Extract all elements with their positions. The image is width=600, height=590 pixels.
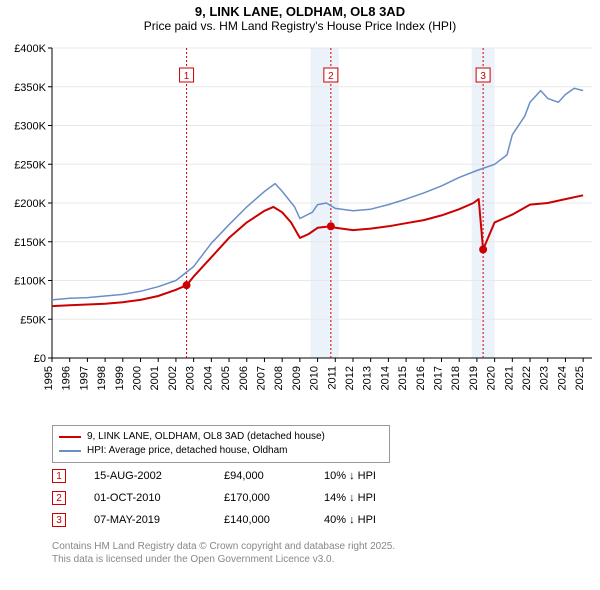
title-line1: 9, LINK LANE, OLDHAM, OL8 3AD <box>0 4 600 19</box>
title-line2: Price paid vs. HM Land Registry's House … <box>0 19 600 33</box>
svg-text:2: 2 <box>328 71 334 82</box>
svg-text:£50K: £50K <box>20 314 46 326</box>
svg-text:1996: 1996 <box>61 366 73 390</box>
svg-text:2012: 2012 <box>344 366 356 390</box>
svg-text:2005: 2005 <box>220 366 232 390</box>
legend-swatch <box>59 436 81 438</box>
svg-text:3: 3 <box>480 71 486 82</box>
event-price: £170,000 <box>224 492 324 504</box>
attribution: Contains HM Land Registry data © Crown c… <box>52 540 395 566</box>
svg-text:2022: 2022 <box>521 366 533 390</box>
event-pct: 10% ↓ HPI <box>324 470 424 482</box>
svg-text:1999: 1999 <box>114 366 126 390</box>
svg-text:£100K: £100K <box>14 276 46 288</box>
chart: £0 £50K £100K £150K £200K £250K £300K £350K £400… <box>0 40 600 420</box>
chart-title: 9, LINK LANE, OLDHAM, OL8 3AD Price paid… <box>0 0 600 33</box>
events-table: 1 15-AUG-2002 £94,000 10% ↓ HPI 2 01-OCT… <box>52 465 424 531</box>
attribution-line2: This data is licensed under the Open Gov… <box>52 553 395 566</box>
event-date: 07-MAY-2019 <box>94 514 224 526</box>
event-pct: 40% ↓ HPI <box>324 514 424 526</box>
event-price: £140,000 <box>224 514 324 526</box>
svg-text:2024: 2024 <box>556 366 568 390</box>
legend: 9, LINK LANE, OLDHAM, OL8 3AD (detached … <box>52 425 390 463</box>
svg-text:£400K: £400K <box>14 43 46 55</box>
svg-text:2016: 2016 <box>415 366 427 390</box>
svg-text:2020: 2020 <box>486 366 498 390</box>
svg-text:2006: 2006 <box>238 366 250 390</box>
svg-text:2023: 2023 <box>539 366 551 390</box>
svg-text:2007: 2007 <box>255 366 267 390</box>
svg-text:2013: 2013 <box>362 366 374 390</box>
event-date: 15-AUG-2002 <box>94 470 224 482</box>
attribution-line1: Contains HM Land Registry data © Crown c… <box>52 540 395 553</box>
svg-text:£300K: £300K <box>14 121 46 133</box>
table-row: 2 01-OCT-2010 £170,000 14% ↓ HPI <box>52 487 424 509</box>
svg-text:2003: 2003 <box>185 366 197 390</box>
legend-item: 9, LINK LANE, OLDHAM, OL8 3AD (detached … <box>59 430 383 444</box>
event-pct: 14% ↓ HPI <box>324 492 424 504</box>
svg-text:2004: 2004 <box>202 366 214 390</box>
legend-label: 9, LINK LANE, OLDHAM, OL8 3AD (detached … <box>87 430 325 444</box>
svg-text:2001: 2001 <box>149 366 161 390</box>
svg-text:2018: 2018 <box>450 366 462 390</box>
event-marker-box: 3 <box>52 513 66 527</box>
event-date: 01-OCT-2010 <box>94 492 224 504</box>
svg-text:1997: 1997 <box>78 366 90 390</box>
svg-text:1995: 1995 <box>43 366 55 390</box>
svg-text:1998: 1998 <box>96 366 108 390</box>
svg-text:£150K: £150K <box>14 237 46 249</box>
svg-text:2002: 2002 <box>167 366 179 390</box>
svg-text:2011: 2011 <box>326 366 338 390</box>
svg-text:1: 1 <box>184 71 190 82</box>
event-price: £94,000 <box>224 470 324 482</box>
svg-text:£0: £0 <box>34 353 46 365</box>
svg-text:2019: 2019 <box>468 366 480 390</box>
svg-text:2021: 2021 <box>503 366 515 390</box>
svg-text:2010: 2010 <box>309 366 321 390</box>
table-row: 1 15-AUG-2002 £94,000 10% ↓ HPI <box>52 465 424 487</box>
legend-item: HPI: Average price, detached house, Oldh… <box>59 444 383 458</box>
svg-text:2014: 2014 <box>379 366 391 390</box>
svg-text:2008: 2008 <box>273 366 285 390</box>
legend-swatch <box>59 450 81 452</box>
svg-text:2015: 2015 <box>397 366 409 390</box>
event-marker-box: 1 <box>52 469 66 483</box>
legend-label: HPI: Average price, detached house, Oldh… <box>87 444 288 458</box>
svg-text:2000: 2000 <box>132 366 144 390</box>
svg-text:2025: 2025 <box>574 366 586 390</box>
svg-text:2009: 2009 <box>291 366 303 390</box>
svg-text:£250K: £250K <box>14 159 46 171</box>
table-row: 3 07-MAY-2019 £140,000 40% ↓ HPI <box>52 509 424 531</box>
svg-text:£350K: £350K <box>14 82 46 94</box>
svg-text:£200K: £200K <box>14 198 46 210</box>
svg-text:2017: 2017 <box>433 366 445 390</box>
event-marker-box: 2 <box>52 491 66 505</box>
